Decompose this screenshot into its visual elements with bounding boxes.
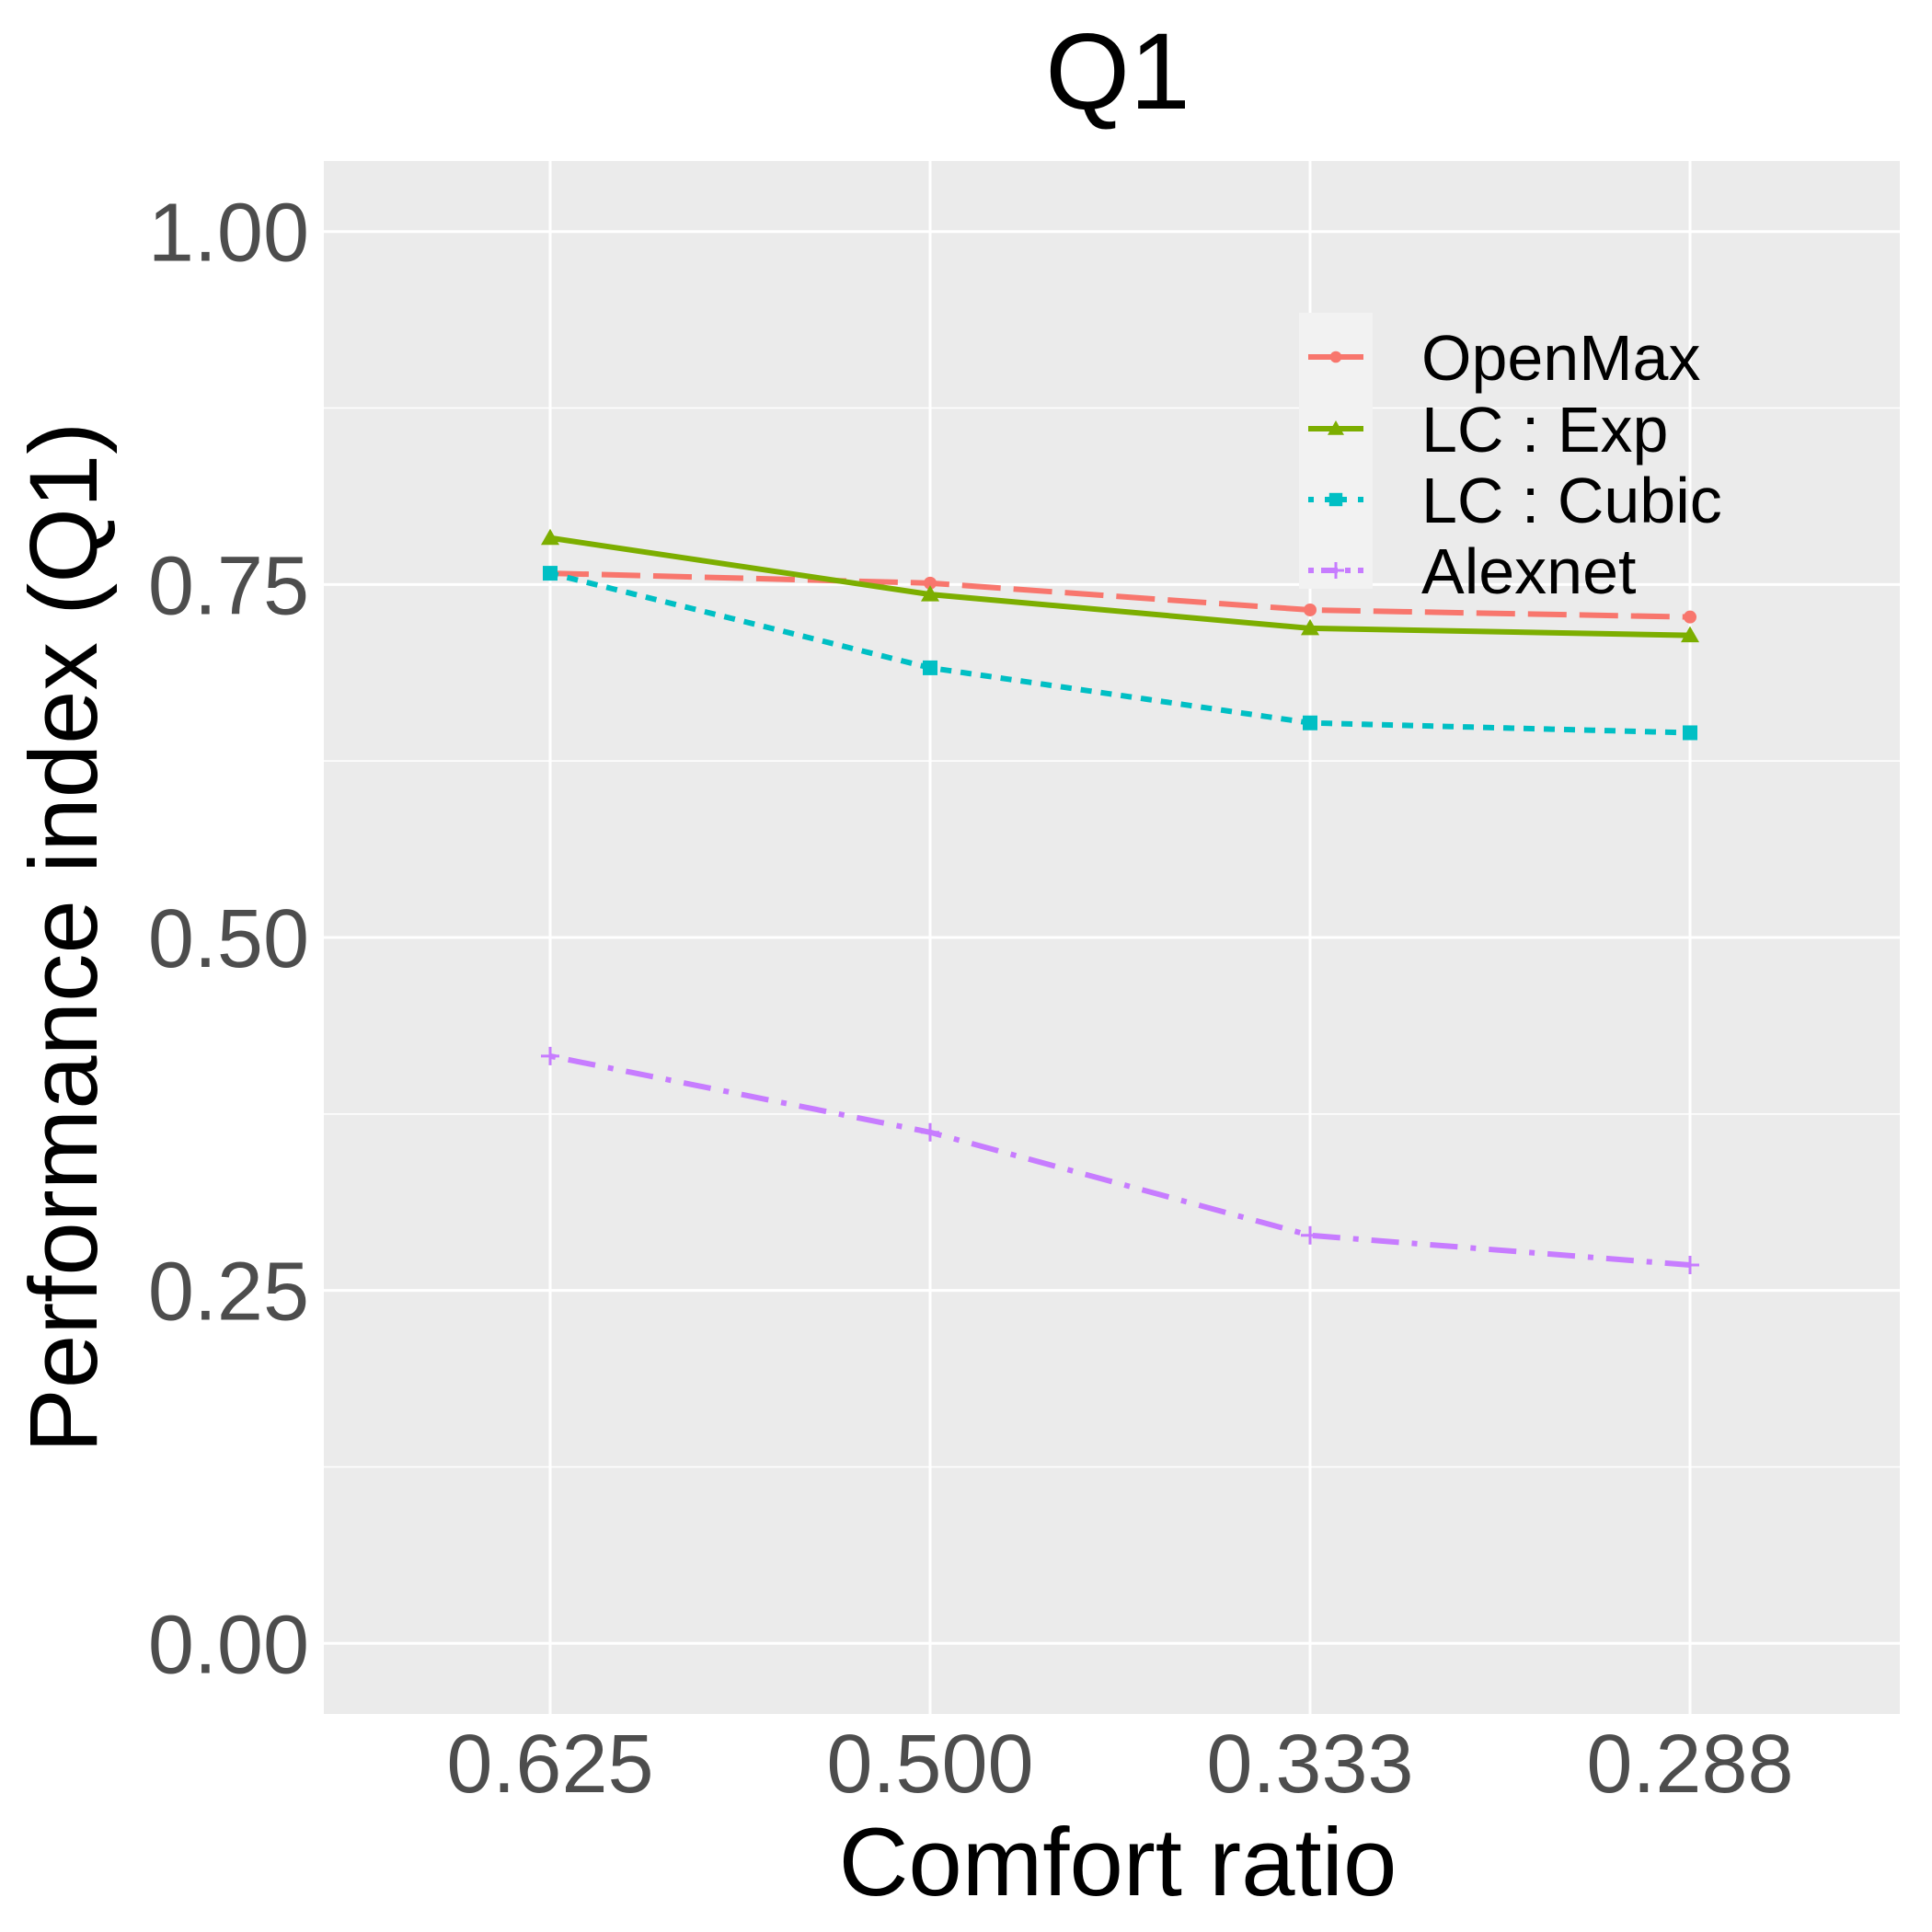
x-tick-label: 0.333 <box>1206 1719 1413 1811</box>
data-point-marker <box>921 585 939 602</box>
legend-label: LC : Exp <box>1421 394 1668 466</box>
data-point-marker <box>924 576 937 590</box>
y-axis-title: Performance index (Q1) <box>10 422 118 1453</box>
y-tick-label: 0.25 <box>148 1247 309 1339</box>
data-point-marker <box>1304 603 1317 616</box>
series-group <box>543 566 1697 741</box>
series-layer <box>541 528 1699 1275</box>
data-point-marker <box>541 528 559 546</box>
data-point-marker <box>1301 1225 1319 1245</box>
data-point-marker <box>1328 562 1344 579</box>
series-group <box>541 1046 1699 1275</box>
data-point-marker <box>1329 351 1342 363</box>
data-point-marker <box>1681 1256 1699 1275</box>
x-axis-tick-labels: 0.625 0.500 0.333 0.288 <box>446 1719 1793 1811</box>
data-point-marker <box>1684 610 1696 624</box>
data-point-marker <box>543 566 558 581</box>
minor-gridlines <box>324 407 1900 1468</box>
data-point-marker <box>1683 725 1697 741</box>
series-line <box>549 1052 1691 1269</box>
legend-label: OpenMax <box>1421 322 1700 394</box>
data-point-marker <box>1301 618 1319 636</box>
data-point-marker <box>923 660 937 675</box>
data-point-marker <box>1328 420 1344 435</box>
data-point-marker <box>921 1122 939 1142</box>
x-tick-label: 0.625 <box>446 1719 653 1811</box>
data-point-marker <box>1303 715 1317 730</box>
y-tick-label: 0.00 <box>148 1599 309 1691</box>
y-axis-tick-labels: 0.00 0.25 0.50 0.75 1.00 <box>148 188 309 1692</box>
legend-label: Alexnet <box>1421 535 1636 607</box>
series-group <box>541 528 1699 643</box>
x-axis-title: Comfort ratio <box>839 1809 1397 1916</box>
series-line <box>549 570 1691 620</box>
data-point-marker <box>1681 626 1699 643</box>
y-tick-label: 1.00 <box>148 188 309 280</box>
y-tick-label: 0.50 <box>148 893 309 985</box>
series-line <box>549 535 1691 638</box>
x-tick-label: 0.288 <box>1586 1719 1793 1811</box>
x-tick-label: 0.500 <box>826 1719 1033 1811</box>
legend-label: LC : Cubic <box>1421 465 1722 536</box>
chart-title: Q1 <box>1045 11 1190 132</box>
y-tick-label: 0.75 <box>148 540 309 632</box>
data-point-marker <box>541 1046 559 1065</box>
data-point-marker <box>1328 492 1343 507</box>
